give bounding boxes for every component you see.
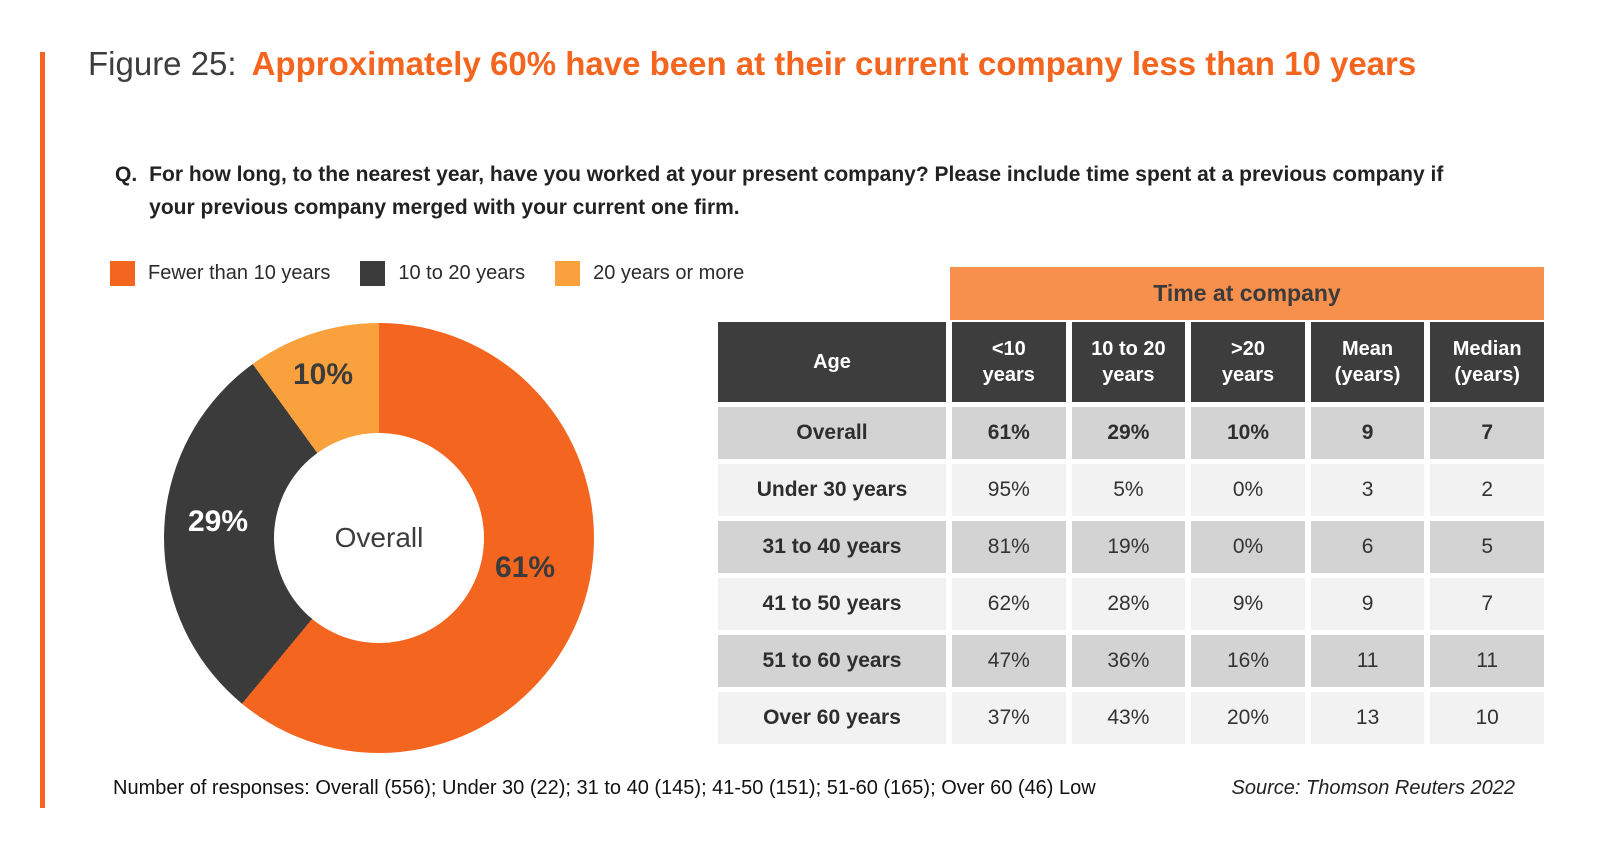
figure-title: Approximately 60% have been at their cur… [251, 45, 1417, 82]
slice-value-label: 29% [187, 505, 249, 538]
table-cell: 0% [1191, 521, 1305, 573]
legend: Fewer than 10 years 10 to 20 years 20 ye… [110, 261, 744, 286]
table-cell: 37% [952, 692, 1066, 744]
header-cell: Median (years) [1430, 322, 1544, 402]
header-cell: <10 years [952, 322, 1066, 402]
donut-center-label: Overall [334, 522, 424, 553]
row-label-cell: Over 60 years [718, 692, 946, 744]
table-cell: 19% [1071, 521, 1186, 573]
table-cell: 5 [1430, 521, 1544, 573]
header-cell: 10 to 20 years [1071, 322, 1186, 402]
legend-swatch-charcoal [360, 261, 386, 286]
table-cell: 47% [952, 635, 1066, 687]
donut-hole: Overall [274, 433, 484, 643]
source-attribution: Source: Thomson Reuters 2022 [1231, 777, 1516, 799]
table-cell: 3 [1310, 464, 1425, 516]
table-cell: 9% [1191, 578, 1305, 630]
table-cell: 81% [952, 521, 1066, 573]
table-cell: 5% [1071, 464, 1186, 516]
slice-value-label: 61% [494, 551, 556, 584]
header-cell: >20 years [1191, 322, 1305, 402]
table-cell: 7 [1430, 407, 1544, 459]
table-cell: 43% [1071, 692, 1186, 744]
slice-value-label: 10% [292, 358, 354, 391]
table-cell: 11 [1430, 635, 1544, 687]
legend-swatch-orange [110, 261, 135, 286]
row-label-cell: 41 to 50 years [718, 578, 946, 630]
table-cell: 36% [1071, 635, 1186, 687]
row-label-cell: 31 to 40 years [718, 521, 946, 573]
table-cell: 11 [1310, 635, 1425, 687]
question-text: For how long, to the nearest year, have … [149, 163, 1444, 219]
legend-item-20-or-more: 20 years or more [555, 261, 744, 286]
table-cell: 10 [1430, 692, 1544, 744]
figure-title-row: Figure 25: Approximately 60% have been a… [88, 40, 1452, 87]
table-cell: 9 [1310, 578, 1425, 630]
row-label-cell: Overall [718, 407, 946, 459]
table-cell: 29% [1071, 407, 1186, 459]
table-cell: 0% [1191, 464, 1305, 516]
question-prefix: Q. [115, 163, 138, 186]
table-cell: 95% [952, 464, 1066, 516]
table-cell: 28% [1071, 578, 1186, 630]
table-banner: Time at company [950, 267, 1544, 320]
table-cell: 6 [1310, 521, 1425, 573]
header-cell: Mean (years) [1310, 322, 1425, 402]
header-cell-age: Age [718, 322, 946, 402]
responses-footnote: Number of responses: Overall (556); Unde… [113, 777, 1096, 799]
legend-item-10-to-20: 10 to 20 years [360, 261, 525, 286]
survey-question: Q. For how long, to the nearest year, ha… [115, 158, 1459, 224]
row-label-cell: Under 30 years [718, 464, 946, 516]
table-cell: 61% [952, 407, 1066, 459]
donut-chart: 61% 29% 10% Overall [164, 323, 594, 753]
legend-swatch-amber [555, 261, 581, 286]
legend-label: Fewer than 10 years [148, 262, 331, 284]
table-cell: 62% [952, 578, 1066, 630]
accent-bar [40, 52, 45, 808]
table-cell: 13 [1310, 692, 1425, 744]
table-grid: Age <10 years 10 to 20 years >20 years Mean … [718, 322, 1544, 744]
figure-number-label: Figure 25: [88, 45, 237, 82]
table-cell: 16% [1191, 635, 1305, 687]
age-breakdown-table: Time at company Age <10 years 10 to 20 yea… [718, 267, 1544, 744]
legend-label: 20 years or more [593, 262, 745, 284]
row-label-cell: 51 to 60 years [718, 635, 946, 687]
table-cell: 9 [1310, 407, 1425, 459]
table-cell: 10% [1191, 407, 1305, 459]
table-cell: 7 [1430, 578, 1544, 630]
legend-item-fewer-than-10: Fewer than 10 years [110, 261, 330, 286]
table-cell: 2 [1430, 464, 1544, 516]
table-cell: 20% [1191, 692, 1305, 744]
legend-label: 10 to 20 years [398, 262, 526, 284]
